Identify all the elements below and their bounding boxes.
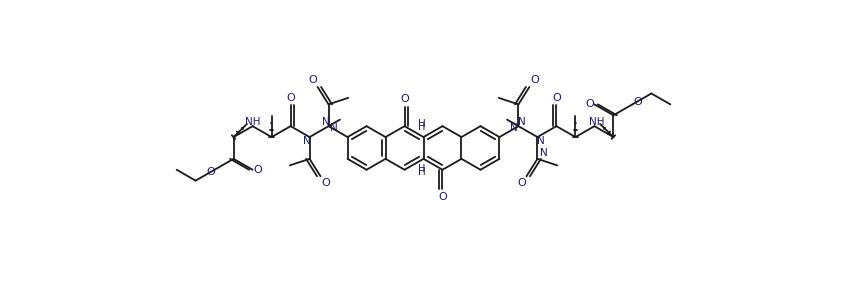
Text: NH: NH xyxy=(589,117,604,127)
Text: O: O xyxy=(552,93,561,103)
Text: N: N xyxy=(536,136,545,146)
Text: O: O xyxy=(633,98,642,108)
Text: NH: NH xyxy=(245,117,260,127)
Text: O: O xyxy=(308,75,317,85)
Text: O: O xyxy=(321,178,329,188)
Text: N: N xyxy=(518,117,525,127)
Text: H: H xyxy=(418,164,425,174)
Text: O: O xyxy=(518,178,526,188)
Text: N: N xyxy=(329,123,337,133)
Text: H: H xyxy=(418,122,425,132)
Text: O: O xyxy=(207,167,215,177)
Text: N: N xyxy=(322,117,329,127)
Text: O: O xyxy=(400,94,409,104)
Text: O: O xyxy=(585,99,594,109)
Text: N: N xyxy=(302,136,311,146)
Text: H: H xyxy=(418,167,425,177)
Text: N: N xyxy=(510,123,518,133)
Text: O: O xyxy=(438,192,447,202)
Text: H: H xyxy=(418,119,425,129)
Text: O: O xyxy=(530,75,539,85)
Text: O: O xyxy=(286,93,295,103)
Text: N: N xyxy=(540,148,548,158)
Text: O: O xyxy=(253,165,262,175)
